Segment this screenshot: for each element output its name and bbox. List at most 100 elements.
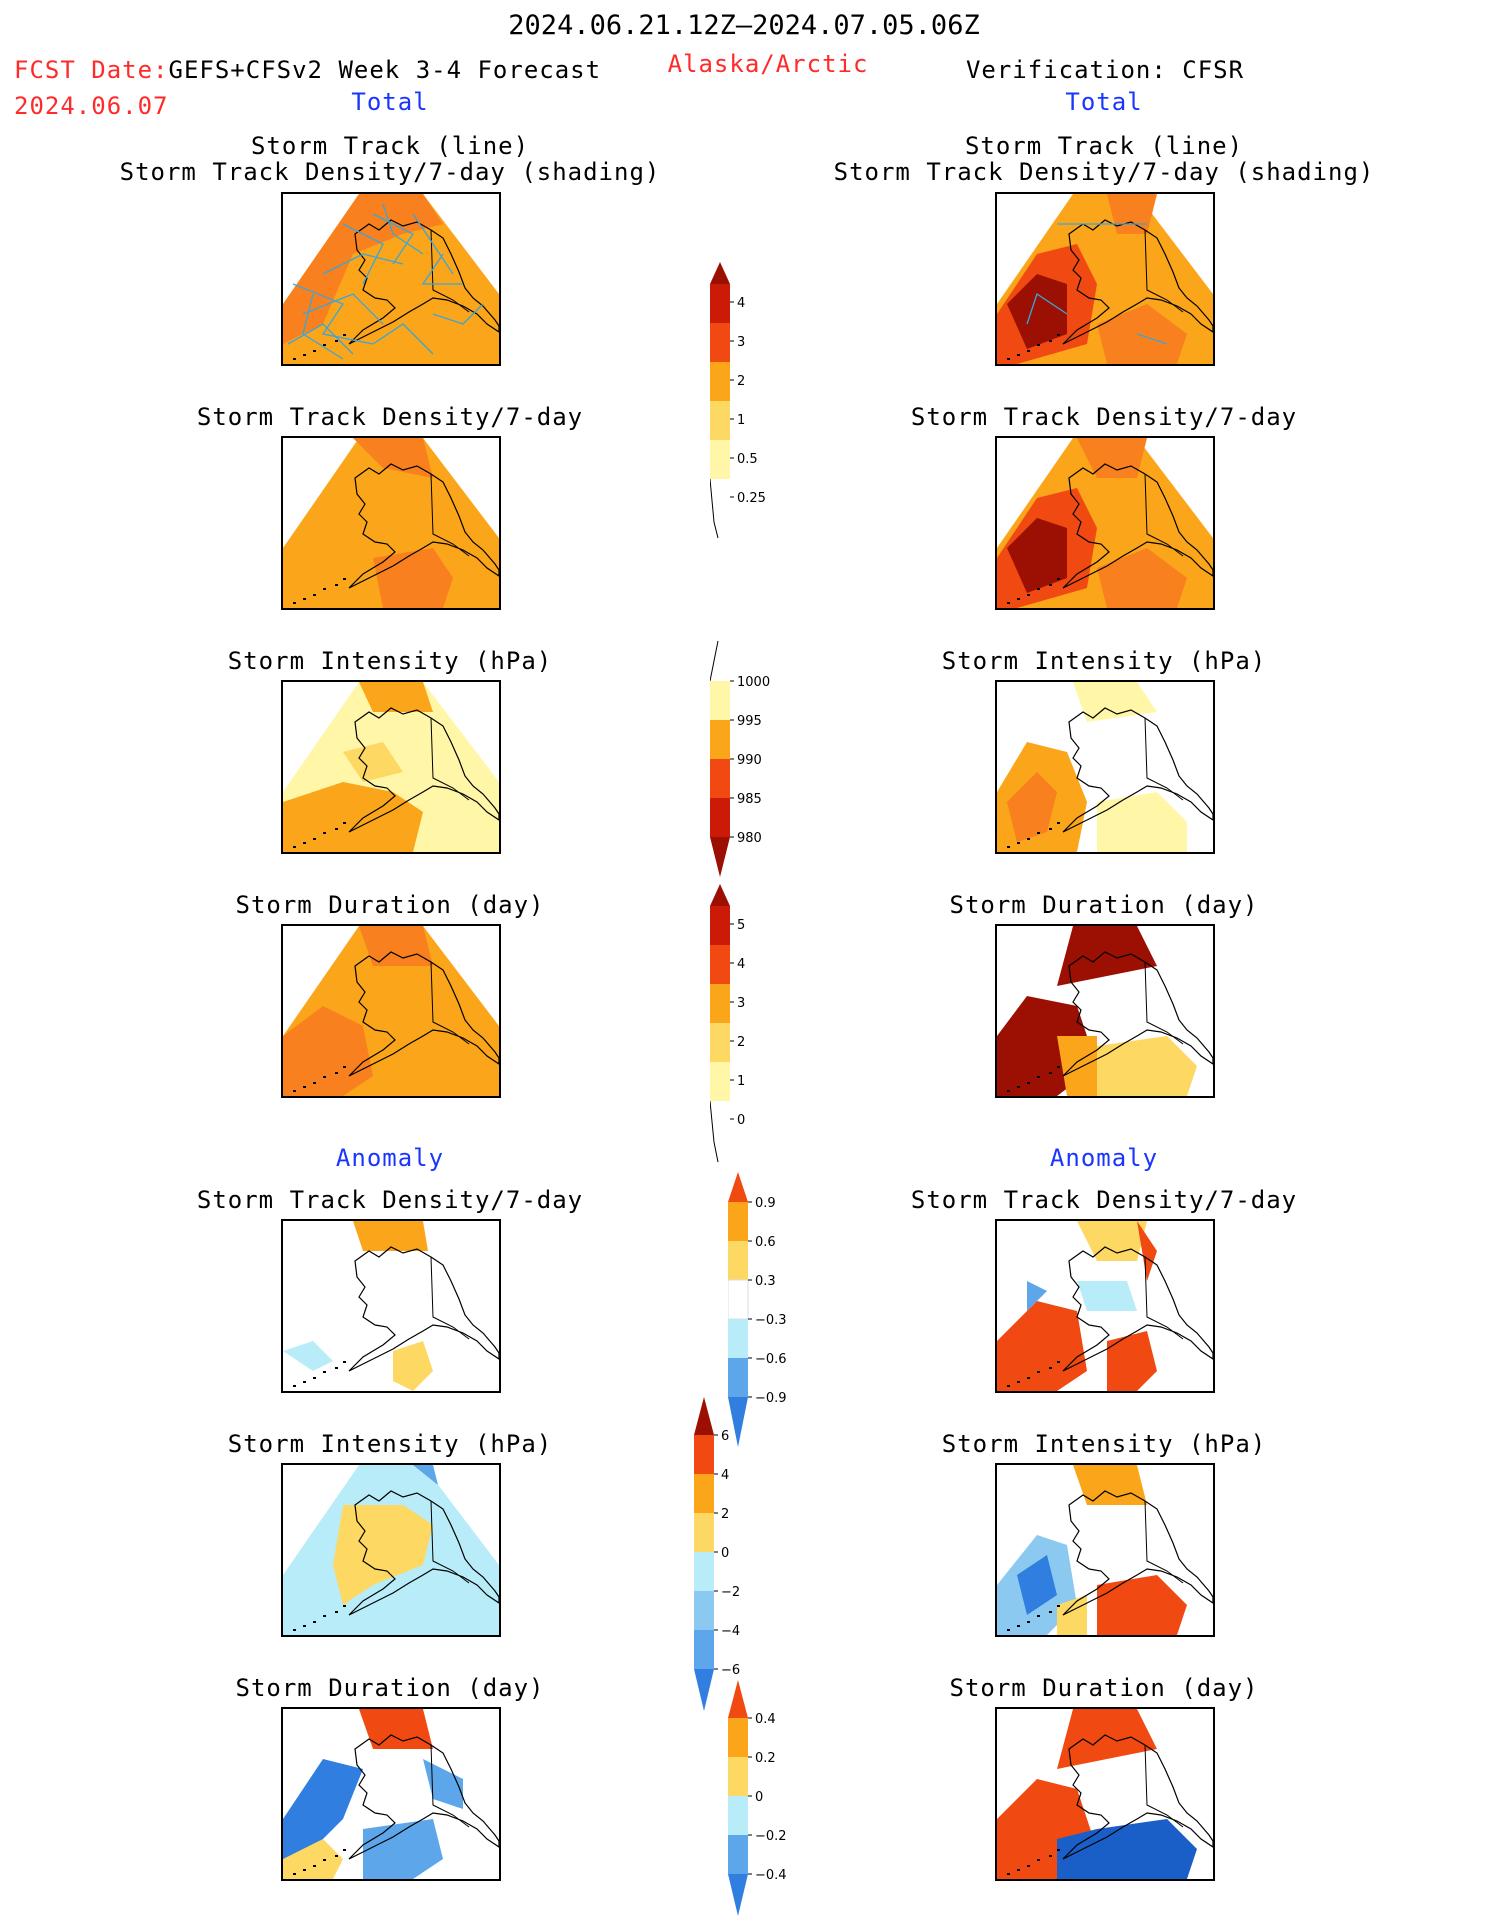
- islands: [293, 1361, 346, 1387]
- island: [1017, 1869, 1020, 1871]
- island: [1049, 1611, 1052, 1613]
- island: [293, 358, 296, 360]
- field-region: [1073, 682, 1157, 722]
- field-region: [1007, 772, 1057, 842]
- island: [1037, 1859, 1040, 1861]
- cbar-arrow-top: [710, 884, 730, 906]
- field-region: [997, 1301, 1087, 1391]
- title-r6: Storm Intensity (hPa): [941, 1430, 1267, 1458]
- panel-svg: [997, 926, 1213, 1096]
- cbar-ticks: [730, 680, 734, 838]
- island: [1017, 1381, 1020, 1383]
- field-region: [353, 438, 433, 478]
- island: [1037, 832, 1040, 834]
- island: [303, 1086, 306, 1088]
- panel-svg: [283, 1221, 499, 1391]
- island: [1007, 1629, 1010, 1631]
- island: [1049, 584, 1052, 586]
- panel-svg: [283, 682, 499, 852]
- field-region: [283, 508, 343, 608]
- title-l5: Storm Track Density/7-day: [196, 1186, 584, 1214]
- cbar-label: −2: [721, 1585, 740, 1600]
- map-forecast-track: [281, 192, 501, 366]
- map-verif-density-anom: [995, 1219, 1215, 1393]
- island: [313, 838, 316, 840]
- island: [1017, 598, 1020, 600]
- title-l1b: Storm Track Density/7-day (shading): [119, 158, 661, 186]
- island: [1037, 1615, 1040, 1617]
- panel-svg: [997, 438, 1213, 608]
- field-shading: [283, 926, 499, 1096]
- title-r1b: Storm Track Density/7-day (shading): [833, 158, 1375, 186]
- storm-track-line: [372, 323, 434, 355]
- storm-track-line: [412, 213, 454, 275]
- cbar-label: 980: [737, 831, 762, 846]
- field-region: [1007, 274, 1067, 349]
- storm-track-line: [302, 293, 384, 325]
- islands: [1007, 1361, 1060, 1387]
- cbar-label: 2: [721, 1507, 729, 1522]
- field-region: [1077, 1281, 1137, 1311]
- title-r5: Storm Track Density/7-day: [910, 1186, 1298, 1214]
- date-range-title: 2024.06.21.12Z–2024.07.05.06Z: [508, 10, 980, 41]
- cbar-label: 1000: [737, 675, 770, 690]
- cbar-label: 4: [737, 296, 745, 311]
- field-region: [1007, 518, 1067, 593]
- cbar-seg: [728, 1835, 748, 1874]
- island: [1049, 828, 1052, 830]
- island: [313, 1621, 316, 1623]
- storm-track-line: [421, 253, 463, 285]
- field-region: [359, 682, 433, 712]
- anomaly-right-label: Anomaly: [1049, 1144, 1159, 1172]
- title-r4: Storm Duration (day): [949, 891, 1259, 919]
- island: [313, 594, 316, 596]
- field-region: [343, 742, 403, 782]
- island: [323, 588, 326, 590]
- island: [293, 1629, 296, 1631]
- region-label: Alaska/Arctic: [667, 50, 869, 78]
- storm-track-line: [432, 303, 484, 325]
- cbar-arrow-top: [728, 1172, 748, 1202]
- title-l3: Storm Intensity (hPa): [227, 647, 553, 675]
- field-region: [1073, 1465, 1147, 1505]
- field-region: [1097, 792, 1187, 852]
- panel-svg: [283, 1465, 499, 1635]
- cbar-label: −0.9: [755, 1391, 787, 1406]
- island: [1057, 1066, 1060, 1068]
- island: [323, 1859, 326, 1861]
- field-region: [1057, 1829, 1097, 1879]
- field-region: [423, 1759, 463, 1809]
- island: [1027, 1865, 1030, 1867]
- field-region: [1057, 1709, 1157, 1769]
- island: [1049, 1072, 1052, 1074]
- island: [1057, 334, 1060, 336]
- island: [293, 1090, 296, 1092]
- border-line: [1144, 473, 1184, 557]
- cbar-tail: [710, 1100, 719, 1163]
- cbar-label: 1: [737, 413, 745, 428]
- cbar-label: 0: [755, 1790, 763, 1805]
- cbar-label: −4: [721, 1624, 740, 1639]
- island: [1017, 1086, 1020, 1088]
- fcst-date-label: FCST Date:GEFS+CFSv2 Week 3-4 Forecast: [14, 56, 601, 84]
- verification-label: Verification: CFSR: [965, 56, 1245, 84]
- island: [343, 1849, 346, 1851]
- cbar-arrow-bottom: [728, 1397, 748, 1447]
- island: [1027, 594, 1030, 596]
- island: [1057, 1849, 1060, 1851]
- cbar-ticks: [714, 1434, 718, 1670]
- map-verif-intensity: [995, 680, 1215, 854]
- cbar-ticks: [748, 1717, 752, 1875]
- border-line: [430, 961, 470, 1045]
- border-line: [430, 1744, 470, 1828]
- cbar-seg: [694, 1513, 714, 1552]
- cbar-label: −6: [721, 1663, 740, 1678]
- cbar-label: 3: [737, 335, 745, 350]
- island: [1049, 1367, 1052, 1369]
- map-verif-intensity-anom: [995, 1463, 1215, 1637]
- cbar-seg: [728, 1757, 748, 1796]
- cbar-seg: [728, 1202, 748, 1241]
- island: [1027, 1377, 1030, 1379]
- cbar-seg: [710, 284, 730, 323]
- cbar-seg: [710, 759, 730, 798]
